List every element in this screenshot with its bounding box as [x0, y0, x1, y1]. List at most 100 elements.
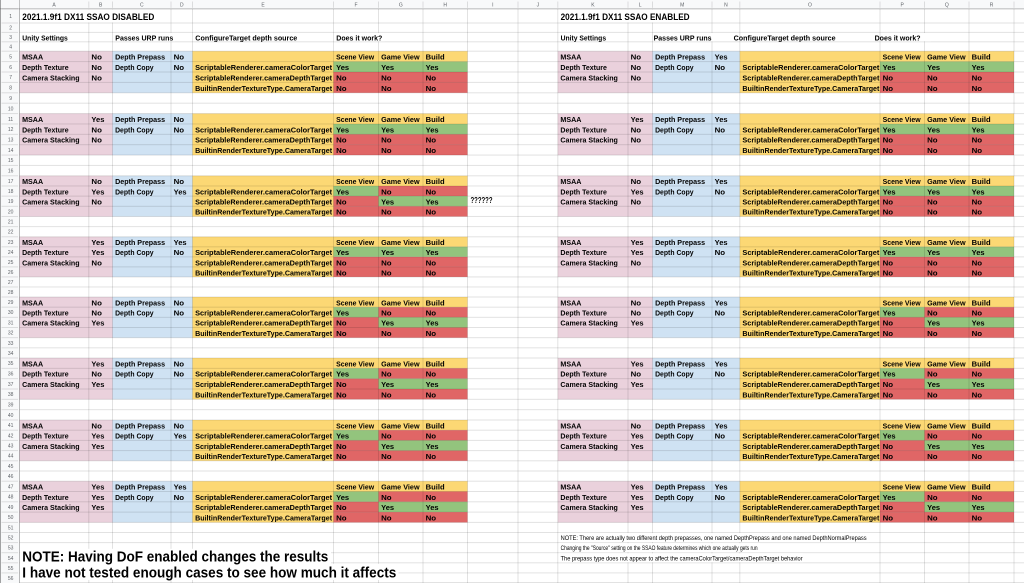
svg-text:Depth Texture: Depth Texture [22, 187, 69, 196]
svg-text:No: No [91, 125, 102, 134]
svg-text:27: 27 [8, 280, 14, 286]
svg-text:No: No [972, 73, 983, 82]
svg-text:F: F [354, 3, 357, 9]
svg-text:No: No [715, 187, 726, 196]
svg-text:Depth Texture: Depth Texture [22, 370, 69, 379]
svg-text:Yes: Yes [91, 115, 104, 124]
svg-text:Yes: Yes [972, 248, 985, 257]
svg-text:J: J [537, 3, 540, 9]
svg-text:Depth Copy: Depth Copy [115, 125, 154, 134]
svg-text:36: 36 [8, 372, 14, 378]
svg-text:Game View: Game View [927, 53, 966, 62]
svg-text:Build: Build [426, 483, 445, 492]
svg-text:ScriptableRenderer.cameraColor: ScriptableRenderer.cameraColorTarget [195, 187, 332, 196]
svg-text:Scene View: Scene View [883, 359, 921, 368]
svg-text:MSAA: MSAA [22, 177, 43, 186]
svg-text:No: No [631, 73, 642, 82]
svg-text:No: No [715, 309, 726, 318]
svg-text:52: 52 [8, 536, 14, 542]
svg-text:Camera Stacking: Camera Stacking [560, 442, 618, 451]
svg-text:ScriptableRenderer.cameraColor: ScriptableRenderer.cameraColorTarget [195, 248, 332, 257]
svg-text:Yes: Yes [631, 359, 644, 368]
svg-text:No: No [426, 432, 437, 441]
svg-text:Yes: Yes [883, 432, 896, 441]
svg-text:MSAA: MSAA [560, 483, 581, 492]
svg-text:BuiltinRenderTextureType.Camer: BuiltinRenderTextureType.CameraTarget [195, 268, 332, 277]
svg-text:ScriptableRenderer.cameraDepth: ScriptableRenderer.cameraDepthTarget [195, 136, 332, 145]
svg-text:No: No [91, 198, 102, 207]
svg-text:ScriptableRenderer.cameraColor: ScriptableRenderer.cameraColorTarget [195, 432, 332, 441]
svg-text:No: No [883, 442, 894, 451]
svg-text:MSAA: MSAA [560, 421, 581, 430]
svg-text:N: N [724, 3, 728, 9]
svg-text:Yes: Yes [174, 432, 187, 441]
svg-text:Yes: Yes [631, 442, 644, 451]
svg-text:No: No [715, 493, 726, 502]
svg-text:No: No [174, 63, 185, 72]
svg-text:43: 43 [8, 444, 14, 450]
svg-text:No: No [381, 258, 392, 267]
svg-text:No: No [927, 370, 938, 379]
svg-text:No: No [972, 208, 983, 217]
svg-text:BuiltinRenderTextureType.Camer: BuiltinRenderTextureType.CameraTarget [195, 390, 332, 399]
svg-text:Depth Copy: Depth Copy [655, 309, 694, 318]
svg-text:Yes: Yes [883, 63, 896, 72]
svg-text:BuiltinRenderTextureType.Camer: BuiltinRenderTextureType.CameraTarget [195, 514, 332, 523]
svg-text:Depth Texture: Depth Texture [22, 493, 69, 502]
svg-text:No: No [426, 84, 437, 93]
svg-text:14: 14 [8, 148, 14, 154]
svg-text:No: No [426, 309, 437, 318]
svg-text:34: 34 [8, 351, 14, 357]
svg-text:No: No [631, 63, 642, 72]
svg-text:MSAA: MSAA [22, 483, 43, 492]
svg-text:Does it work?: Does it work? [875, 33, 921, 42]
svg-text:ScriptableRenderer.cameraDepth: ScriptableRenderer.cameraDepthTarget [742, 136, 879, 145]
svg-text:No: No [883, 146, 894, 155]
svg-text:Depth Prepass: Depth Prepass [115, 359, 165, 368]
svg-text:MSAA: MSAA [22, 359, 43, 368]
svg-text:49: 49 [8, 505, 14, 511]
svg-text:ScriptableRenderer.cameraColor: ScriptableRenderer.cameraColorTarget [195, 370, 332, 379]
svg-text:Depth Texture: Depth Texture [560, 125, 607, 134]
svg-text:47: 47 [8, 484, 14, 490]
svg-text:Yes: Yes [426, 198, 439, 207]
svg-text:D: D [180, 3, 184, 9]
svg-text:No: No [715, 370, 726, 379]
svg-text:ScriptableRenderer.cameraColor: ScriptableRenderer.cameraColorTarget [742, 248, 879, 257]
svg-text:Depth Texture: Depth Texture [560, 309, 607, 318]
svg-text:No: No [927, 198, 938, 207]
svg-text:I: I [492, 3, 493, 9]
svg-text:Depth Texture: Depth Texture [560, 187, 607, 196]
svg-text:No: No [972, 84, 983, 93]
svg-text:No: No [631, 53, 642, 62]
svg-text:25: 25 [8, 260, 14, 266]
svg-text:NOTE: There are actually two d: NOTE: There are actually two different d… [561, 535, 867, 542]
svg-text:No: No [426, 452, 437, 461]
svg-text:Yes: Yes [715, 53, 728, 62]
svg-text:ScriptableRenderer.cameraDepth: ScriptableRenderer.cameraDepthTarget [742, 442, 879, 451]
svg-text:Depth Copy: Depth Copy [115, 187, 154, 196]
svg-text:No: No [381, 208, 392, 217]
svg-text:19: 19 [8, 199, 14, 205]
svg-text:Yes: Yes [631, 493, 644, 502]
svg-text:Yes: Yes [91, 483, 104, 492]
svg-text:12: 12 [8, 127, 14, 133]
svg-text:No: No [883, 136, 894, 145]
svg-text:ScriptableRenderer.cameraColor: ScriptableRenderer.cameraColorTarget [195, 63, 332, 72]
svg-text:Depth Texture: Depth Texture [22, 63, 69, 72]
svg-text:No: No [631, 258, 642, 267]
svg-text:No: No [336, 146, 347, 155]
svg-text:Yes: Yes [426, 503, 439, 512]
svg-text:Scene View: Scene View [883, 53, 921, 62]
svg-text:BuiltinRenderTextureType.Camer: BuiltinRenderTextureType.CameraTarget [742, 452, 879, 461]
svg-text:Yes: Yes [381, 442, 394, 451]
svg-text:44: 44 [8, 454, 14, 460]
svg-text:No: No [883, 452, 894, 461]
svg-text:Depth Copy: Depth Copy [655, 493, 694, 502]
svg-text:11: 11 [8, 117, 13, 123]
svg-text:Build: Build [972, 421, 991, 430]
svg-text:Yes: Yes [174, 238, 187, 247]
svg-text:No: No [336, 503, 347, 512]
svg-text:No: No [927, 268, 938, 277]
svg-text:No: No [972, 198, 983, 207]
